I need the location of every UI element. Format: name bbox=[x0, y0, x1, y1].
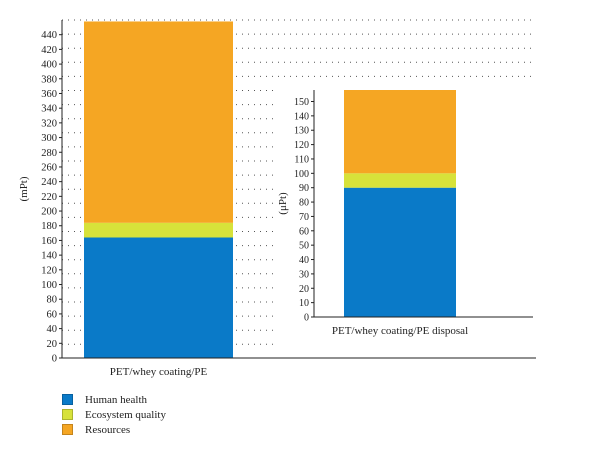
chart2-y-tick-label: 50 bbox=[299, 241, 309, 252]
chart2-y-tick-label: 10 bbox=[299, 298, 309, 309]
chart1-bar-resources bbox=[84, 21, 233, 223]
chart2-y-tick-label: 110 bbox=[294, 154, 309, 165]
chart2-y-tick-label: 0 bbox=[304, 313, 309, 324]
chart1-y-tick-label: 180 bbox=[41, 221, 57, 232]
chart1-x-tick-label: PET/whey coating/PE bbox=[110, 366, 208, 378]
chart1-y-tick-label: 120 bbox=[41, 265, 57, 276]
chart1-y-tick-label: 260 bbox=[41, 162, 57, 173]
chart1-y-tick-label: 360 bbox=[41, 89, 57, 100]
legend-label-ecosystem-quality: Ecosystem quality bbox=[85, 408, 166, 421]
chart1-y-tick-label: 160 bbox=[41, 236, 57, 247]
chart2-y-tick-label: 60 bbox=[299, 226, 309, 237]
chart2-y-tick-label: 150 bbox=[294, 97, 309, 108]
chart2-bar-resources bbox=[344, 90, 456, 174]
chart1-y-tick-label: 280 bbox=[41, 148, 57, 159]
chart1-y-tick-label: 80 bbox=[47, 295, 58, 306]
chart2-bar-human-health bbox=[344, 187, 456, 317]
chart2-y-tick-label: 80 bbox=[299, 198, 309, 209]
chart2-x-tick-label: PET/whey coating/PE disposal bbox=[332, 325, 468, 337]
chart1-y-tick-label: 100 bbox=[41, 280, 57, 291]
legend-item-human-health: Human health bbox=[62, 392, 166, 407]
chart1-y-tick-label: 40 bbox=[47, 324, 58, 335]
chart2-y-tick-label: 20 bbox=[299, 284, 309, 295]
legend-swatch-ecosystem-quality bbox=[62, 409, 73, 420]
chart2-y-axis-label: (μPt) bbox=[277, 192, 289, 215]
chart2-y-tick-label: 100 bbox=[294, 169, 309, 180]
chart1-y-tick-label: 400 bbox=[41, 60, 57, 71]
chart1-y-tick-label: 20 bbox=[47, 339, 58, 350]
chart2-y-tick-label: 90 bbox=[299, 183, 309, 194]
chart1-y-tick-label: 320 bbox=[41, 118, 57, 129]
legend-item-ecosystem-quality: Ecosystem quality bbox=[62, 407, 166, 422]
chart2-y-tick-label: 70 bbox=[299, 212, 309, 223]
chart2-bar-ecosystem-quality bbox=[344, 173, 456, 188]
chart2-y-tick-label: 120 bbox=[294, 140, 309, 151]
chart1-y-tick-label: 440 bbox=[41, 30, 57, 41]
chart1-y-tick-label: 240 bbox=[41, 177, 57, 188]
legend-item-resources: Resources bbox=[62, 422, 166, 437]
chart1-y-tick-label: 380 bbox=[41, 74, 57, 85]
legend-label-resources: Resources bbox=[85, 423, 131, 436]
chart1-bar-human-health bbox=[84, 237, 233, 358]
legend: Human health Ecosystem quality Resources bbox=[62, 392, 166, 437]
chart1-bar-ecosystem-quality bbox=[84, 222, 233, 238]
chart1-y-tick-label: 140 bbox=[41, 251, 57, 262]
chart1-y-tick-label: 420 bbox=[41, 45, 57, 56]
chart1-y-tick-label: 0 bbox=[52, 354, 57, 365]
chart1-y-tick-label: 60 bbox=[47, 309, 58, 320]
chart1-y-tick-label: 200 bbox=[41, 207, 57, 218]
chart1-y-tick-label: 220 bbox=[41, 192, 57, 203]
chart2-y-tick-label: 130 bbox=[294, 126, 309, 137]
chart1-y-tick-label: 300 bbox=[41, 133, 57, 144]
chart2-y-tick-label: 30 bbox=[299, 269, 309, 280]
legend-swatch-human-health bbox=[62, 394, 73, 405]
chart2-y-tick-label: 140 bbox=[294, 111, 309, 122]
legend-label-human-health: Human health bbox=[85, 393, 148, 406]
chart1-y-axis-label: (mPt) bbox=[18, 176, 30, 201]
chart2-y-tick-label: 40 bbox=[299, 255, 309, 266]
legend-swatch-resources bbox=[62, 424, 73, 435]
chart1-y-tick-label: 340 bbox=[41, 104, 57, 115]
